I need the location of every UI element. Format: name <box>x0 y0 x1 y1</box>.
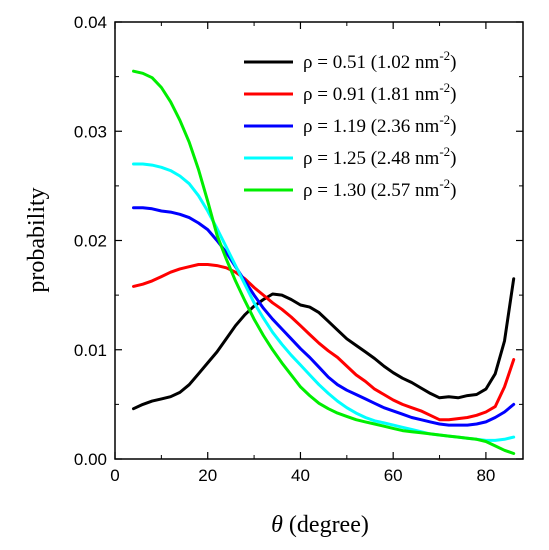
series-line-3 <box>132 206 516 427</box>
x-tick-label: 0 <box>110 466 119 485</box>
y-tick-label: 0.04 <box>74 13 107 32</box>
x-tick-label: 40 <box>291 466 310 485</box>
series-line-1 <box>132 277 516 411</box>
x-tick-label: 20 <box>198 466 217 485</box>
ticks: 0 20 40 60 80 0.00 0.01 0.02 0.03 0.04 <box>74 13 523 485</box>
legend-label-3: ρ = 1.19 (2.36 nm-2) <box>303 112 456 137</box>
y-tick-label: 0.01 <box>74 341 107 360</box>
legend-label-1: ρ = 0.51 (1.02 nm-2) <box>303 48 456 73</box>
series-line-5 <box>132 69 516 455</box>
legend: ρ = 0.51 (1.02 nm-2) ρ = 0.91 (1.81 nm-2)… <box>244 48 456 201</box>
y-tick-label: 0.03 <box>74 122 107 141</box>
series-layer <box>132 69 516 455</box>
x-tick-label: 80 <box>476 466 495 485</box>
x-tick-label: 60 <box>384 466 403 485</box>
y-tick-label: 0.02 <box>74 232 107 251</box>
x-axis-symbol: θ <box>271 512 283 538</box>
y-tick-label: 0.00 <box>74 450 107 469</box>
y-axis-label: probability <box>24 187 50 292</box>
x-axis-unit: (degree) <box>283 512 369 538</box>
x-axis-label: θ (degree) <box>271 512 369 538</box>
series-line-2 <box>132 263 516 422</box>
legend-label-4: ρ = 1.25 (2.48 nm-2) <box>303 144 456 169</box>
legend-label-5: ρ = 1.30 (2.57 nm-2) <box>303 176 456 201</box>
legend-label-2: ρ = 0.91 (1.81 nm-2) <box>303 80 456 105</box>
